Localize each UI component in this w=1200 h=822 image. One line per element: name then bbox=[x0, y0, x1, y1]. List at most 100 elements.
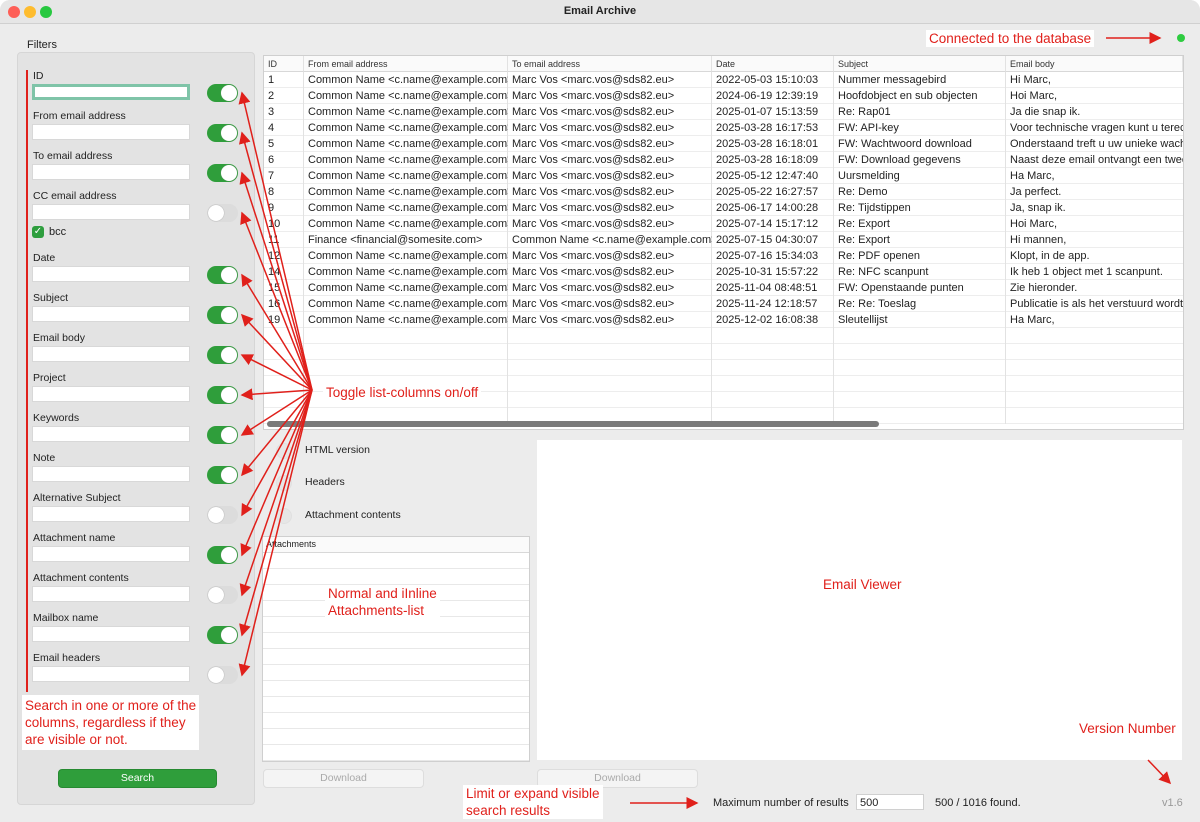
column-toggle[interactable] bbox=[207, 346, 238, 364]
table-row[interactable]: 2 Common Name <c.name@example.com> Marc Vo… bbox=[264, 88, 1183, 104]
column-divider bbox=[711, 328, 712, 344]
max-results-input[interactable]: 500 bbox=[856, 794, 924, 810]
filter-input[interactable] bbox=[32, 306, 190, 322]
column-divider bbox=[1005, 360, 1006, 376]
table-row[interactable]: 7 Common Name <c.name@example.com> Marc Vo… bbox=[264, 168, 1183, 184]
column-toggle[interactable] bbox=[207, 426, 238, 444]
table-cell: 10 bbox=[268, 218, 281, 230]
table-cell: Re: Rap01 bbox=[838, 106, 891, 118]
table-row[interactable]: 19 Common Name <c.name@example.com> Marc V… bbox=[264, 312, 1183, 328]
table-row[interactable]: 4 Common Name <c.name@example.com> Marc Vo… bbox=[264, 120, 1183, 136]
table-row[interactable]: 14Common Name <c.name@example.com>Marc V… bbox=[264, 264, 1183, 280]
bcc-checkbox[interactable]: ✓ bbox=[32, 226, 44, 238]
table-row[interactable]: 3 Common Name <c.name@example.com> Marc Vo… bbox=[264, 104, 1183, 120]
table-row[interactable]: 12 Common Name <c.name@example.com> Marc V… bbox=[264, 248, 1183, 264]
table-row[interactable]: 1 Common Name <c.name@example.com> Marc Vo… bbox=[264, 72, 1183, 88]
column-toggle[interactable] bbox=[207, 586, 238, 604]
close-button[interactable] bbox=[8, 6, 20, 18]
column-header[interactable]: From email address bbox=[304, 56, 508, 72]
table-row[interactable]: 5 Common Name <c.name@example.com> Marc Vo… bbox=[264, 136, 1183, 152]
column-header[interactable]: To email address bbox=[508, 56, 712, 72]
table-row[interactable]: 9 Common Name <c.name@example.com> Marc Vo… bbox=[264, 200, 1183, 216]
column-divider bbox=[303, 280, 304, 296]
column-divider bbox=[711, 232, 712, 248]
table-row[interactable]: 11 Finance <financial@somesite.com> Common… bbox=[264, 232, 1183, 248]
table-cell: Common Name <c.name@example.com> bbox=[308, 106, 508, 118]
viewer-download-button[interactable]: Download bbox=[537, 769, 698, 788]
filter-input[interactable] bbox=[32, 626, 190, 642]
connection-status bbox=[1177, 34, 1185, 42]
table-row[interactable]: 10 Common Name <c.name@example.com> Marc V… bbox=[264, 216, 1183, 232]
table-cell: Uursmelding bbox=[838, 170, 900, 182]
table-row[interactable]: 15 Common Name <c.name@example.com> Marc V… bbox=[264, 280, 1183, 296]
column-divider bbox=[1005, 216, 1006, 232]
column-toggle[interactable] bbox=[207, 626, 238, 644]
toggle-knob bbox=[208, 587, 224, 603]
filter-input[interactable] bbox=[32, 124, 190, 140]
arrow bbox=[239, 389, 313, 597]
toggle-knob bbox=[221, 165, 237, 181]
table-row[interactable]: 16 Common Name <c.name@example.com> Marc V… bbox=[264, 296, 1183, 312]
table-cell: FW: Wachtwoord download bbox=[838, 138, 972, 150]
filter-input[interactable] bbox=[32, 586, 190, 602]
column-divider bbox=[711, 216, 712, 232]
attachments-download-button[interactable]: Download bbox=[263, 769, 424, 788]
column-divider bbox=[1005, 264, 1006, 280]
column-toggle[interactable] bbox=[207, 124, 238, 142]
column-toggle[interactable] bbox=[207, 204, 238, 222]
table-cell: 2025-07-14 15:17:12 bbox=[716, 218, 819, 230]
table-row[interactable]: 8 Common Name <c.name@example.com> Marc Vo… bbox=[264, 184, 1183, 200]
table-cell: 12 bbox=[268, 250, 281, 262]
table-cell: Publicatie is als het verstuurd wordt bbox=[1010, 298, 1183, 310]
column-toggle[interactable] bbox=[207, 506, 238, 524]
filter-input[interactable] bbox=[32, 426, 190, 442]
column-divider bbox=[711, 200, 712, 216]
column-divider bbox=[303, 216, 304, 232]
column-divider bbox=[1005, 200, 1006, 216]
filter-label: Date bbox=[33, 252, 56, 264]
filter-input[interactable] bbox=[32, 84, 190, 100]
filter-label: Subject bbox=[33, 292, 69, 304]
table-row[interactable]: 6 Common Name <c.name@example.com> Marc Vo… bbox=[264, 152, 1183, 168]
column-divider bbox=[507, 216, 508, 232]
table-cell: Common Name <c.name@example.com> bbox=[308, 202, 508, 214]
table-cell: 2025-03-28 16:17:53 bbox=[716, 122, 819, 134]
column-header[interactable]: Email body bbox=[1006, 56, 1183, 72]
table-cell: Ja, snap ik. bbox=[1010, 202, 1066, 214]
column-divider bbox=[833, 280, 834, 296]
column-toggle[interactable] bbox=[207, 386, 238, 404]
column-divider bbox=[1005, 120, 1006, 136]
column-toggle[interactable] bbox=[207, 546, 238, 564]
filter-input[interactable] bbox=[32, 546, 190, 562]
scrollbar[interactable] bbox=[267, 421, 879, 427]
filter-input[interactable] bbox=[32, 386, 190, 402]
zoom-button[interactable] bbox=[40, 6, 52, 18]
filter-input[interactable] bbox=[32, 164, 190, 180]
table-cell: Marc Vos <marc.vos@sds82.eu> bbox=[512, 298, 675, 310]
column-toggle[interactable] bbox=[207, 306, 238, 324]
column-header[interactable]: Subject bbox=[834, 56, 1006, 72]
column-toggle[interactable] bbox=[207, 266, 238, 284]
table-cell: Onderstaand treft u uw unieke wach bbox=[1010, 138, 1183, 150]
column-header[interactable]: ID bbox=[264, 56, 304, 72]
filter-input[interactable] bbox=[32, 666, 190, 682]
column-header[interactable]: Date bbox=[712, 56, 834, 72]
annotation-line: Limit or expand visible bbox=[466, 786, 600, 801]
filter-input[interactable] bbox=[32, 266, 190, 282]
minimize-button[interactable] bbox=[24, 6, 36, 18]
column-toggle[interactable] bbox=[207, 466, 238, 484]
search-button[interactable]: Search bbox=[58, 769, 217, 788]
column-toggle[interactable] bbox=[207, 164, 238, 182]
table-cell: Hi mannen, bbox=[1010, 234, 1067, 246]
column-divider bbox=[303, 328, 304, 344]
filter-input[interactable] bbox=[32, 204, 190, 220]
column-divider bbox=[303, 152, 304, 168]
filter-input[interactable] bbox=[32, 466, 190, 482]
table-cell: Common Name <c.name@example.com> bbox=[308, 186, 508, 198]
results-found: 500 / 1016 found. bbox=[935, 797, 1021, 809]
filter-input[interactable] bbox=[32, 346, 190, 362]
column-divider bbox=[303, 136, 304, 152]
column-toggle[interactable] bbox=[207, 84, 238, 102]
column-toggle[interactable] bbox=[207, 666, 238, 684]
filter-input[interactable] bbox=[32, 506, 190, 522]
